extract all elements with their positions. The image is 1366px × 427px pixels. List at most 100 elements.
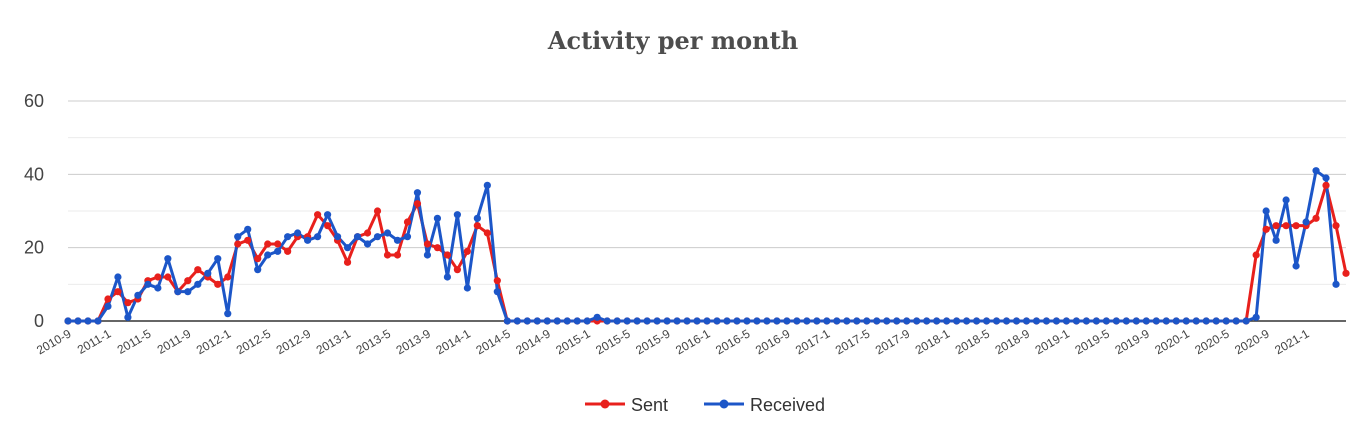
sent-data-point [254, 255, 262, 263]
received-data-point [1262, 207, 1270, 215]
received-data-point [1022, 317, 1031, 325]
sent-data-point [493, 277, 501, 285]
received-data-point [823, 317, 831, 325]
received-data-point [1322, 174, 1330, 182]
x-tick-label: 2016-1 [673, 326, 713, 357]
received-data-point [693, 317, 701, 325]
sent-data-point [323, 222, 332, 230]
received-data-point [393, 236, 402, 244]
sent-series-line [68, 183, 1348, 323]
sent-data-point [1262, 225, 1270, 233]
received-data-point [244, 225, 252, 233]
received-data-point [753, 317, 761, 325]
received-data-point [194, 280, 202, 288]
received-data-point [663, 317, 671, 325]
received-data-point [873, 317, 881, 325]
received-data-point [713, 317, 721, 325]
received-data-point [323, 211, 332, 219]
received-data-point [453, 211, 461, 219]
received-data-point [1192, 317, 1200, 325]
x-tick-label: 2013-1 [314, 326, 354, 357]
received-data-point [643, 317, 651, 325]
received-data-point [503, 317, 511, 325]
sent-data-point [453, 266, 461, 274]
received-data-point [164, 255, 172, 263]
received-data-point [543, 317, 551, 325]
received-data-point [1102, 317, 1110, 325]
received-data-point [573, 317, 581, 325]
x-tick-label: 2018-5 [953, 326, 993, 357]
received-data-point [783, 317, 791, 325]
sent-data-point [343, 258, 352, 266]
received-data-point [413, 189, 422, 197]
received-data-point [254, 266, 262, 274]
received-data-point [104, 302, 112, 310]
sent-data-point [363, 229, 372, 237]
received-data-point [1142, 317, 1150, 325]
sent-data-point [1252, 251, 1260, 259]
received-data-point [893, 317, 901, 325]
received-data-point [294, 229, 302, 237]
received-data-point [1302, 218, 1310, 226]
x-tick-label: 2017-9 [873, 326, 913, 357]
received-data-point [933, 317, 941, 325]
sent-data-point [194, 266, 202, 274]
sent-data-point [314, 211, 322, 219]
received-data-point [683, 317, 691, 325]
x-tick-label: 2019-1 [1033, 326, 1073, 357]
legend-marker-received [719, 399, 729, 409]
received-data-point [703, 317, 711, 325]
sent-data-point [1292, 222, 1300, 230]
received-data-point [563, 317, 571, 325]
received-data-point [1202, 317, 1210, 325]
received-data-point [653, 317, 661, 325]
received-data-point [1082, 317, 1091, 325]
x-tick-label: 2020-9 [1232, 326, 1272, 357]
received-data-point [433, 214, 442, 222]
x-tick-label: 2020-5 [1192, 326, 1232, 357]
received-data-point [972, 317, 981, 325]
received-data-point [633, 317, 641, 325]
received-data-point [1012, 317, 1021, 325]
received-data-point [353, 233, 362, 241]
received-data-point [473, 214, 481, 222]
received-data-point [314, 233, 322, 241]
received-data-point [553, 317, 561, 325]
x-tick-label: 2012-5 [234, 326, 274, 357]
sent-data-point [413, 200, 422, 208]
received-data-point [962, 317, 971, 325]
received-data-point [144, 280, 152, 288]
received-data-point [1052, 317, 1061, 325]
received-data-point [333, 233, 342, 241]
received-data-point [773, 317, 781, 325]
sent-data-point [1342, 269, 1350, 277]
received-data-point [992, 317, 1001, 325]
sent-data-point [483, 229, 491, 237]
received-data-point [1132, 317, 1140, 325]
received-data-point [383, 229, 392, 237]
sent-data-point [473, 222, 481, 230]
sent-data-point [1282, 222, 1290, 230]
received-series-line [68, 169, 1338, 323]
received-data-point [953, 317, 961, 325]
sent-data-point [403, 218, 412, 226]
x-tick-label: 2019-9 [1112, 326, 1152, 357]
received-data-point [1122, 317, 1130, 325]
received-data-point [593, 313, 601, 321]
x-tick-label: 2020-1 [1152, 326, 1192, 357]
x-tick-label: 2013-5 [354, 326, 394, 357]
received-data-point [883, 317, 891, 325]
received-data-point [124, 313, 132, 321]
received-data-point [94, 317, 102, 325]
received-data-point [403, 233, 412, 241]
received-data-point [373, 233, 382, 241]
received-data-point [1152, 317, 1160, 325]
x-tick-label: 2012-1 [194, 326, 234, 357]
received-data-point [1042, 317, 1051, 325]
x-tick-label: 2018-1 [913, 326, 953, 357]
sent-data-point [1272, 222, 1280, 230]
sent-data-point [234, 240, 242, 248]
received-data-point [1272, 236, 1280, 244]
sent-data-point [274, 240, 282, 248]
